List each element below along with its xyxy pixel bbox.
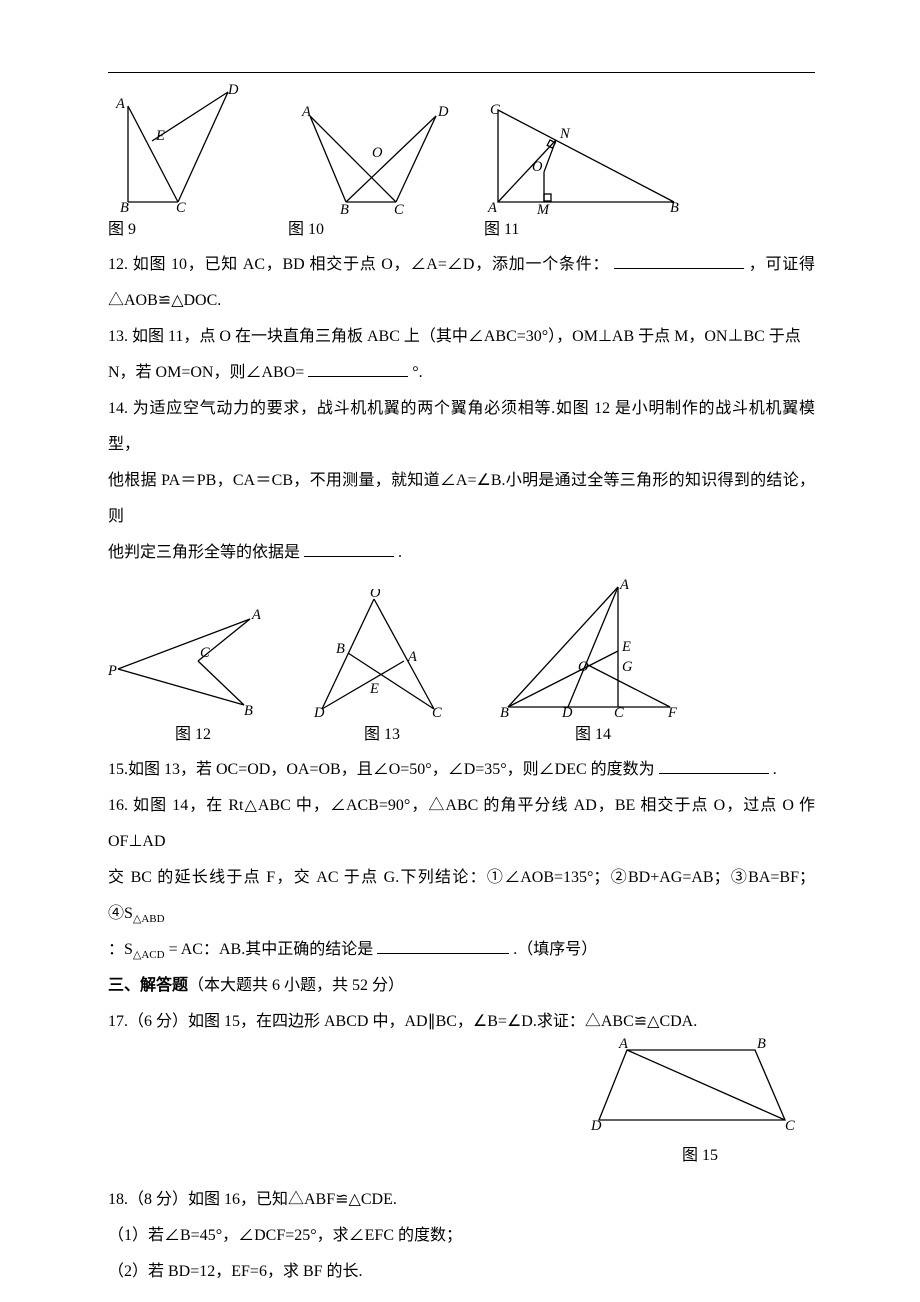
question-14-l3: 他判定三角形全等的依据是 . xyxy=(108,535,815,571)
q13-text2: N，若 OM=ON，则∠ABO= xyxy=(108,364,304,381)
svg-text:D: D xyxy=(437,104,449,120)
question-12: 12. 如图 10，已知 AC，BD 相交于点 O，∠A=∠D，添加一个条件： … xyxy=(108,247,815,319)
figure-13: O B A D C E 图 13 xyxy=(292,589,462,750)
svg-text:D: D xyxy=(313,705,325,719)
figure-13-caption: 图 13 xyxy=(364,721,400,750)
q16-tail: .（填序号） xyxy=(513,941,597,958)
figure-10: A B C D O 图 10 xyxy=(288,102,458,245)
svg-text:B: B xyxy=(757,1036,766,1052)
svg-text:O: O xyxy=(370,589,381,601)
figure-11-svg: A B C M N O xyxy=(484,102,684,214)
sec3-bold: 三、解答题 xyxy=(108,977,188,994)
figure-9-svg: A B C D E xyxy=(108,84,258,214)
q15-tail: . xyxy=(773,761,777,778)
sec3-tail: （本大题共 6 小题，共 52 分） xyxy=(188,977,404,994)
svg-text:A: A xyxy=(115,96,125,112)
q16c-pre: ：S xyxy=(108,941,133,958)
figure-12-svg: P A B C xyxy=(108,599,268,719)
svg-text:M: M xyxy=(536,202,550,214)
svg-text:O: O xyxy=(532,159,543,175)
svg-text:B: B xyxy=(340,202,349,214)
svg-text:E: E xyxy=(621,639,631,655)
figure-9-caption: 图 9 xyxy=(108,216,136,245)
svg-text:F: F xyxy=(667,705,677,719)
question-17: 17.（6 分）如图 15，在四边形 ABCD 中，AD∥BC，∠B=∠D.求证… xyxy=(108,1004,815,1040)
q15-blank xyxy=(659,773,769,774)
q13-line1: 13. 如图 11，点 O 在一块直角三角板 ABC 上（其中∠ABC=30°）… xyxy=(108,328,801,345)
svg-text:B: B xyxy=(670,200,679,214)
figure-10-caption: 图 10 xyxy=(288,216,324,245)
q16-blank xyxy=(377,953,509,954)
svg-text:C: C xyxy=(490,102,500,118)
figure-row-2: P A B C 图 12 O B A D C E xyxy=(108,579,815,750)
svg-text:G: G xyxy=(622,659,633,675)
q13-tail: °. xyxy=(412,364,422,381)
svg-text:B: B xyxy=(244,703,253,719)
svg-text:A: A xyxy=(619,579,629,593)
svg-text:P: P xyxy=(108,663,117,679)
q14-tail: . xyxy=(398,544,402,561)
svg-text:E: E xyxy=(369,681,379,697)
question-16-l3: ：S△ACD = AC：AB.其中正确的结论是 .（填序号） xyxy=(108,932,815,968)
svg-text:D: D xyxy=(227,84,239,98)
svg-text:O: O xyxy=(372,145,383,161)
question-15: 15.如图 13，若 OC=OD，OA=OB，且∠O=50°，∠D=35°，则∠… xyxy=(108,752,815,788)
figure-12-caption: 图 12 xyxy=(175,721,211,750)
q16c-sub: △ACD xyxy=(133,949,165,961)
svg-text:B: B xyxy=(500,705,509,719)
figure-11-caption: 图 11 xyxy=(484,216,519,245)
q16b-pre: 交 BC 的延长线于点 F，交 AC 于点 G.下列结论：①∠AOB=135°；… xyxy=(108,869,815,922)
figure-15-caption: 图 15 xyxy=(585,1138,815,1174)
question-18-1: （1）若∠B=45°，∠DCF=25°，求∠EFC 的度数； xyxy=(108,1218,815,1254)
figure-14-caption: 图 14 xyxy=(575,721,611,750)
figure-11: A B C M N O 图 11 xyxy=(484,102,684,245)
figure-13-svg: O B A D C E xyxy=(292,589,462,719)
q14-text3: 他判定三角形全等的依据是 xyxy=(108,544,300,561)
svg-text:D: D xyxy=(561,705,573,719)
question-13: 13. 如图 11，点 O 在一块直角三角板 ABC 上（其中∠ABC=30°）… xyxy=(108,319,815,355)
svg-text:A: A xyxy=(407,649,417,665)
q12-blank xyxy=(614,268,744,269)
page: A B C D E 图 9 A B C D xyxy=(0,0,920,1302)
q14-blank xyxy=(304,556,394,557)
question-14-l1: 14. 为适应空气动力的要求，战斗机机翼的两个翼角必须相等.如图 12 是小明制… xyxy=(108,391,815,463)
section-3-title: 三、解答题（本大题共 6 小题，共 52 分） xyxy=(108,968,815,1004)
svg-text:E: E xyxy=(155,128,165,144)
figure-12: P A B C 图 12 xyxy=(108,599,268,750)
figure-15: A B C D 图 15 xyxy=(585,1036,815,1174)
svg-text:B: B xyxy=(120,200,129,214)
svg-text:C: C xyxy=(200,645,210,661)
question-13-line2: N，若 OM=ON，则∠ABO= °. xyxy=(108,355,815,391)
svg-text:C: C xyxy=(614,705,624,719)
figure-14: A B D C F E G O 图 14 xyxy=(488,579,688,750)
svg-text:A: A xyxy=(301,104,311,120)
question-16-l1: 16. 如图 14，在 Rt△ABC 中，∠ACB=90°，△ABC 的角平分线… xyxy=(108,788,815,860)
figure-14-svg: A B D C F E G O xyxy=(488,579,688,719)
question-18: 18.（8 分）如图 16，已知△ABF≌△CDE. xyxy=(108,1182,815,1218)
svg-text:C: C xyxy=(394,202,404,214)
q16b-sub: △ABD xyxy=(133,913,165,925)
q13-blank xyxy=(308,376,408,377)
header-rule xyxy=(108,72,815,73)
svg-text:A: A xyxy=(251,607,261,623)
svg-text:C: C xyxy=(785,1118,795,1134)
question-18-2: （2）若 BD=12，EF=6，求 BF 的长. xyxy=(108,1254,815,1290)
figure-9: A B C D E 图 9 xyxy=(108,84,258,245)
svg-text:B: B xyxy=(336,641,345,657)
q12-text: 12. 如图 10，已知 AC，BD 相交于点 O，∠A=∠D，添加一个条件： xyxy=(108,256,609,273)
question-16-l2: 交 BC 的延长线于点 F，交 AC 于点 G.下列结论：①∠AOB=135°；… xyxy=(108,860,815,932)
q16c-mid: = AC：AB.其中正确的结论是 xyxy=(165,941,374,958)
svg-text:C: C xyxy=(432,705,442,719)
figure-15-svg: A B C D xyxy=(585,1036,795,1134)
figure-10-svg: A B C D O xyxy=(288,102,458,214)
figure-row-1: A B C D E 图 9 A B C D xyxy=(108,84,815,245)
svg-text:C: C xyxy=(176,200,186,214)
svg-text:D: D xyxy=(590,1118,602,1134)
svg-text:A: A xyxy=(487,200,497,214)
svg-text:O: O xyxy=(578,659,589,675)
q15-text: 15.如图 13，若 OC=OD，OA=OB，且∠O=50°，∠D=35°，则∠… xyxy=(108,761,655,778)
svg-text:N: N xyxy=(559,126,571,142)
question-14-l2: 他根据 PA＝PB，CA＝CB，不用测量，就知道∠A=∠B.小明是通过全等三角形… xyxy=(108,463,815,535)
